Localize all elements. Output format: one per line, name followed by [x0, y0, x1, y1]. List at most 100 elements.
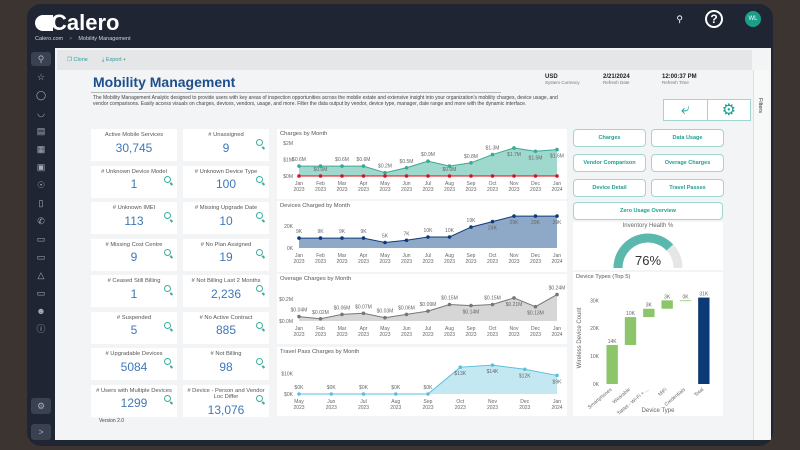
data-point[interactable] [318, 164, 323, 168]
search-icon[interactable] [164, 321, 171, 329]
data-point[interactable] [469, 303, 473, 308]
data-point[interactable] [426, 174, 430, 178]
data-point[interactable] [533, 304, 538, 309]
waterfall-bar[interactable] [661, 300, 673, 309]
data-point[interactable] [426, 235, 430, 239]
data-point[interactable] [555, 292, 559, 297]
card-icon[interactable]: ▭ [36, 288, 46, 298]
data-point[interactable] [361, 392, 366, 396]
data-point[interactable] [555, 147, 559, 152]
data-point[interactable] [447, 174, 452, 178]
mobile-icon[interactable]: ▯ [38, 198, 44, 208]
data-point[interactable] [383, 174, 387, 178]
checklist-icon[interactable]: ▦ [36, 144, 46, 154]
data-point[interactable] [512, 214, 516, 218]
data-point[interactable] [297, 236, 301, 240]
data-point[interactable] [512, 146, 516, 150]
data-point[interactable] [555, 373, 559, 378]
user-icon[interactable]: ◯ [35, 90, 47, 100]
data-point[interactable] [383, 170, 387, 175]
search-icon[interactable] [164, 248, 171, 256]
waterfall-bar[interactable] [679, 300, 692, 302]
data-point[interactable] [340, 174, 344, 178]
data-point[interactable] [361, 164, 366, 168]
search-icon[interactable] [164, 358, 171, 365]
data-point[interactable] [522, 367, 527, 372]
data-point[interactable] [383, 315, 387, 320]
data-point[interactable] [426, 159, 430, 163]
data-point[interactable] [447, 164, 452, 168]
search-icon[interactable] [256, 175, 263, 183]
action-button[interactable]: Travel Passes [651, 179, 724, 197]
action-button[interactable]: Overage Charges [651, 154, 724, 172]
data-point[interactable] [361, 311, 366, 316]
info-icon[interactable]: ⓘ [36, 324, 46, 334]
phone-icon[interactable]: ✆ [37, 216, 45, 226]
data-point[interactable] [340, 164, 344, 168]
data-point[interactable] [297, 392, 301, 396]
expand-sidebar-icon[interactable]: > [31, 424, 51, 440]
data-point[interactable] [490, 363, 495, 367]
network-icon[interactable]: △ [37, 270, 45, 280]
data-point[interactable] [426, 392, 430, 396]
action-button[interactable]: Vendor Comparison [573, 154, 646, 172]
data-point[interactable] [512, 296, 516, 300]
data-point[interactable] [318, 174, 323, 178]
data-point[interactable] [361, 174, 366, 178]
search-icon[interactable] [256, 212, 263, 219]
breadcrumb-home[interactable]: Calero.com [35, 36, 64, 42]
data-point[interactable] [404, 165, 409, 170]
data-point[interactable] [490, 302, 495, 307]
search-icon[interactable] [164, 285, 171, 292]
avatar[interactable]: WL [745, 11, 761, 27]
help-icon[interactable]: ? [705, 10, 723, 28]
search-icon[interactable]: ⚲ [31, 52, 51, 66]
data-point[interactable] [297, 314, 301, 319]
data-point[interactable] [555, 174, 559, 178]
dollar-icon[interactable]: ☉ [36, 180, 46, 190]
image-icon[interactable]: ▣ [36, 162, 46, 172]
card-icon[interactable]: ▭ [36, 252, 46, 262]
data-point[interactable] [447, 302, 452, 307]
search-icon[interactable] [256, 248, 263, 256]
data-point[interactable] [297, 164, 301, 168]
action-button[interactable]: Zero Usage Overview [573, 202, 723, 220]
data-point[interactable] [469, 161, 473, 165]
action-button[interactable]: Device Detail [573, 179, 646, 197]
search-icon[interactable] [164, 212, 171, 219]
users-icon[interactable]: ☻ [36, 306, 46, 316]
waterfall-bar[interactable] [643, 308, 655, 318]
gear-icon[interactable]: ⚙ [31, 398, 51, 414]
data-point[interactable] [469, 174, 473, 178]
dashboard-icon[interactable]: ◡ [37, 108, 45, 118]
data-point[interactable] [393, 392, 398, 396]
search-icon[interactable] [164, 175, 171, 183]
data-point[interactable] [533, 174, 538, 178]
star-icon[interactable]: ☆ [36, 72, 46, 82]
export-button[interactable]: ⤓ Export ▾ [101, 56, 126, 63]
waterfall-bar[interactable] [698, 297, 710, 384]
data-point[interactable] [426, 309, 430, 313]
data-point[interactable] [318, 236, 323, 240]
data-point[interactable] [404, 238, 409, 243]
action-button[interactable]: Data Usage [651, 129, 724, 147]
search-icon[interactable] [256, 358, 263, 365]
data-point[interactable] [555, 214, 559, 218]
filters-pane[interactable]: Filters [753, 70, 769, 440]
search-icon[interactable] [164, 394, 171, 402]
data-point[interactable] [469, 225, 473, 229]
action-button[interactable]: Charges [573, 129, 646, 147]
data-point[interactable] [404, 174, 409, 178]
search-icon[interactable] [256, 285, 263, 292]
data-point[interactable] [490, 174, 495, 178]
data-point[interactable] [490, 219, 495, 224]
data-point[interactable] [490, 152, 495, 157]
data-point[interactable] [533, 149, 538, 154]
search-icon[interactable] [256, 139, 263, 146]
data-point[interactable] [404, 312, 409, 317]
data-point[interactable] [533, 214, 538, 218]
analytics-icon[interactable]: ▤ [36, 126, 46, 136]
data-point[interactable] [318, 317, 323, 321]
search-icon[interactable]: ⚲ [676, 13, 683, 24]
clone-button[interactable]: ❐ Clone [67, 57, 88, 63]
